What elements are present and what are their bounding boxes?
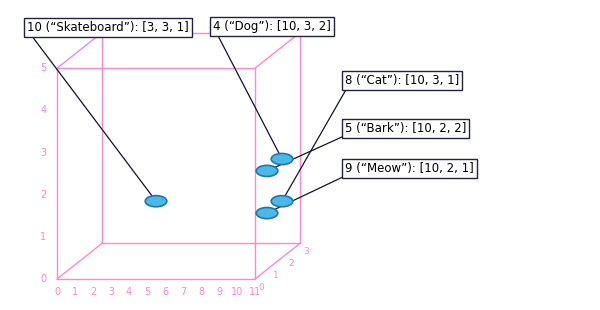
Text: 1: 1 [72,287,78,297]
Text: 6: 6 [162,287,168,297]
Text: 2: 2 [90,287,96,297]
Text: 1: 1 [40,232,46,242]
Circle shape [271,153,293,165]
Text: 0: 0 [40,274,46,284]
Circle shape [256,165,278,176]
Text: 5: 5 [144,287,150,297]
Text: 5: 5 [40,63,46,73]
Text: 11: 11 [249,287,261,297]
Text: 9: 9 [216,287,222,297]
Text: 4: 4 [126,287,132,297]
Text: 2: 2 [40,190,46,200]
Text: 10: 10 [231,287,243,297]
Circle shape [256,207,278,219]
Text: 3: 3 [303,247,309,256]
Text: 2: 2 [288,259,293,268]
Circle shape [145,196,167,207]
Text: 10 (“Skateboard”): [3, 3, 1]: 10 (“Skateboard”): [3, 3, 1] [27,21,189,34]
Text: 0: 0 [54,287,60,297]
Text: 4 (“Dog”): [10, 3, 2]: 4 (“Dog”): [10, 3, 2] [213,20,331,33]
Text: 3: 3 [40,148,46,157]
Text: 1: 1 [273,271,279,280]
Circle shape [271,196,293,207]
Text: 4: 4 [40,105,46,115]
Text: 8: 8 [198,287,204,297]
Text: 8 (“Cat”): [10, 3, 1]: 8 (“Cat”): [10, 3, 1] [345,74,459,87]
Text: 3: 3 [108,287,114,297]
Text: 5 (“Bark”): [10, 2, 2]: 5 (“Bark”): [10, 2, 2] [345,122,466,135]
Text: 7: 7 [180,287,186,297]
Text: 9 (“Meow”): [10, 2, 1]: 9 (“Meow”): [10, 2, 1] [345,162,474,175]
Text: 0: 0 [258,283,264,292]
